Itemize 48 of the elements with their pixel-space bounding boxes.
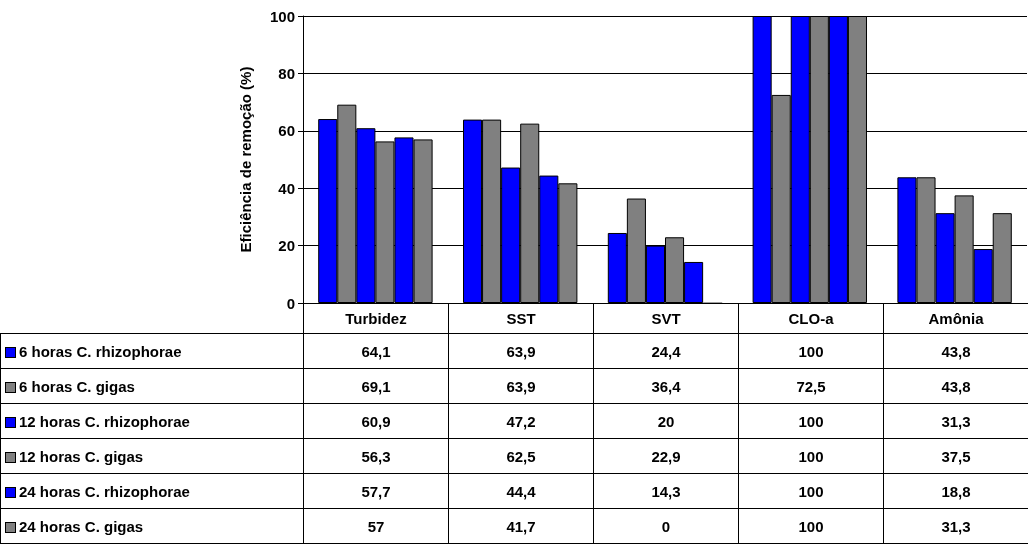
data-label: 43,8 (883, 333, 1028, 369)
data-label: 18,8 (883, 473, 1028, 509)
data-label: 100 (738, 508, 884, 544)
y-tick-label: 60 (278, 122, 295, 140)
data-label: 63,9 (448, 368, 594, 404)
data-label: 60,9 (303, 403, 449, 439)
data-label: 57 (303, 508, 449, 544)
y-axis-title: Eficiência de remoção (%) (237, 66, 254, 253)
data-label: 24,4 (593, 333, 739, 369)
y-tick-label: 0 (286, 294, 295, 312)
x-tick-label: CLO-a (738, 303, 884, 334)
data-label: 63,9 (448, 333, 594, 369)
data-label: 100 (738, 438, 884, 474)
data-label: 44,4 (448, 473, 594, 509)
legend-label: 12 horas C. gigas (0, 438, 304, 474)
legend-label: 24 horas C. rhizophorae (0, 473, 304, 509)
legend-label: 6 horas C. gigas (0, 368, 304, 404)
legend-label: 12 horas C. rhizophorae (0, 403, 304, 439)
data-label: 37,5 (883, 438, 1028, 474)
y-tick-label: 80 (278, 64, 295, 82)
legend-label: 6 horas C. rhizophorae (0, 333, 304, 369)
data-label: 20 (593, 403, 739, 439)
legend-label: 24 horas C. gigas (0, 508, 304, 544)
data-label: 31,3 (883, 508, 1028, 544)
data-label: 69,1 (303, 368, 449, 404)
data-label: 41,7 (448, 508, 594, 544)
y-tick-label: 40 (278, 179, 295, 197)
data-label: 57,7 (303, 473, 449, 509)
data-label: 64,1 (303, 333, 449, 369)
data-label: 72,5 (738, 368, 884, 404)
data-label: 14,3 (593, 473, 739, 509)
data-label: 100 (738, 333, 884, 369)
data-label: 62,5 (448, 438, 594, 474)
data-label: 56,3 (303, 438, 449, 474)
x-tick-label: Turbidez (303, 303, 449, 334)
x-tick-label: Amônia (883, 303, 1028, 334)
y-tick-label: 100 (269, 7, 295, 25)
x-tick-label: SVT (593, 303, 739, 334)
data-label: 0 (593, 508, 739, 544)
data-label: 43,8 (883, 368, 1028, 404)
data-label: 36,4 (593, 368, 739, 404)
x-tick-label: SST (448, 303, 594, 334)
y-tick-label: 20 (278, 237, 295, 255)
data-label: 22,9 (593, 438, 739, 474)
data-label: 100 (738, 403, 884, 439)
data-label: 100 (738, 473, 884, 509)
data-label: 47,2 (448, 403, 594, 439)
data-label: 31,3 (883, 403, 1028, 439)
